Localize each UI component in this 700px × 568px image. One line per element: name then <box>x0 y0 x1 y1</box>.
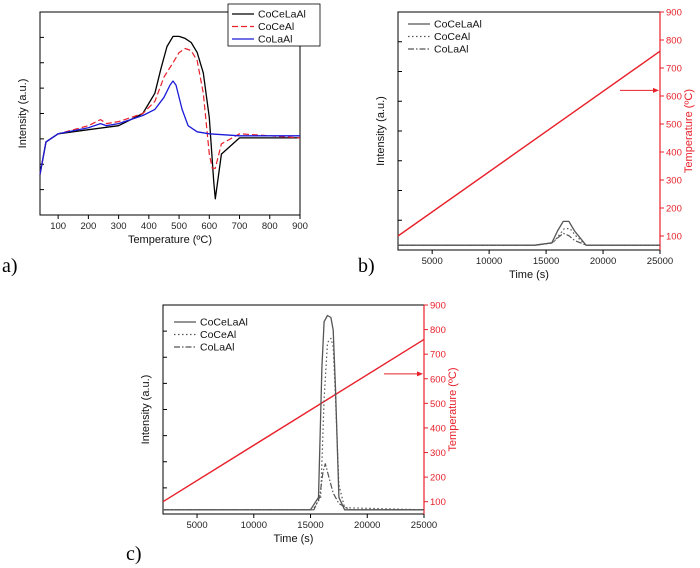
legend-label: CoCeAl <box>258 21 294 33</box>
x-tick-label: 20000 <box>590 256 616 267</box>
legend-label: CoCeLaAl <box>200 317 248 329</box>
x-tick-label: 25000 <box>647 256 673 267</box>
x-tick-label: 400 <box>141 221 157 232</box>
y2-axis-label: Temperature (ºC) <box>447 367 459 451</box>
legend-label: CoCeAl <box>200 329 236 341</box>
temperature-line <box>162 338 425 503</box>
y-axis-label: Intensity (a.u.) <box>17 79 29 149</box>
legend-label: CoCeLaAl <box>434 19 482 31</box>
x-tick-label: 25000 <box>411 520 437 531</box>
y2-tick-label: 400 <box>430 423 446 434</box>
x-tick-label: 15000 <box>297 520 323 531</box>
y2-tick-label: 400 <box>666 148 682 159</box>
x-tick-label: 15000 <box>533 256 559 267</box>
x-tick-label: 20000 <box>354 520 380 531</box>
y2-tick-label: 700 <box>430 350 446 361</box>
y2-tick-label: 900 <box>430 301 446 312</box>
x-tick-label: 800 <box>262 221 278 232</box>
panel-label: a) <box>2 255 18 277</box>
panel-label: b) <box>358 255 375 277</box>
legend-label: CoLaAl <box>258 34 292 46</box>
x-tick-label: 900 <box>292 221 308 232</box>
series-line-CoLaAl <box>163 463 424 511</box>
series-line-CoCeAl <box>39 47 301 175</box>
y2-tick-label: 500 <box>666 120 682 131</box>
temperature-line <box>397 50 661 237</box>
panel-label: c) <box>126 543 142 565</box>
x-tick-label: 700 <box>232 221 248 232</box>
legend-label: CoLaAl <box>200 342 234 354</box>
series-line-CoCeAl <box>398 228 660 246</box>
series-line-CoLaAl <box>39 80 300 175</box>
y2-tick-label: 200 <box>666 204 682 215</box>
series-line-CoCeLaAl <box>39 35 300 200</box>
y-axis-label: Intensity (a.u.) <box>140 375 152 445</box>
x-axis-label: Temperature (ºC) <box>128 234 212 246</box>
y2-axis-label: Temperature (ºC) <box>683 89 695 173</box>
series-line-CoCeLaAl <box>163 314 424 511</box>
x-tick-label: 10000 <box>241 520 267 531</box>
y2-tick-label: 300 <box>430 448 446 459</box>
y2-tick-label: 600 <box>430 374 446 385</box>
x-tick-label: 10000 <box>476 256 502 267</box>
y2-tick-label: 300 <box>666 176 682 187</box>
series-line-CoCeLaAl <box>398 220 660 246</box>
x-axis-label: Time (s) <box>509 269 549 281</box>
chart-panel-2: 5000 10000 15000 20000 25000 Time (s) Intensit… <box>358 8 695 282</box>
legend-label: CoCeAl <box>434 31 470 43</box>
x-tick-label: 100 <box>50 221 66 232</box>
y2-tick-label: 200 <box>430 473 446 484</box>
y-axis-label: Intensity (a.u.) <box>375 96 387 166</box>
y2-tick-label: 100 <box>430 497 446 508</box>
x-tick-label: 600 <box>201 221 217 232</box>
y2-tick-label: 600 <box>666 92 682 103</box>
temperature-arrow-head <box>417 371 423 377</box>
x-tick-label: 5000 <box>422 256 443 267</box>
y2-tick-label: 500 <box>430 399 446 410</box>
x-tick-label: 200 <box>80 221 96 232</box>
legend-label: CoCeLaAl <box>258 9 306 21</box>
series-line-CoCeAl <box>163 337 425 511</box>
y2-tick-label: 700 <box>666 64 682 75</box>
x-tick-label: 5000 <box>186 520 207 531</box>
chart-panel-3: 5000 10000 15000 20000 25000 Time (s) Intensit… <box>126 301 459 566</box>
y2-tick-label: 800 <box>430 325 446 336</box>
chart-panel-1: 100 200 300 400 500 600 700 800 900 Temperature (… <box>2 3 321 277</box>
legend-label: CoLaAl <box>434 44 468 56</box>
y2-tick-label: 900 <box>666 8 682 19</box>
temperature-arrow-head <box>653 87 659 93</box>
series-line-CoLaAl <box>398 232 660 246</box>
x-tick-label: 300 <box>111 221 127 232</box>
y2-tick-label: 100 <box>666 232 682 243</box>
x-axis-label: Time (s) <box>274 533 314 545</box>
y2-tick-label: 800 <box>666 36 682 47</box>
x-tick-label: 500 <box>171 221 187 232</box>
